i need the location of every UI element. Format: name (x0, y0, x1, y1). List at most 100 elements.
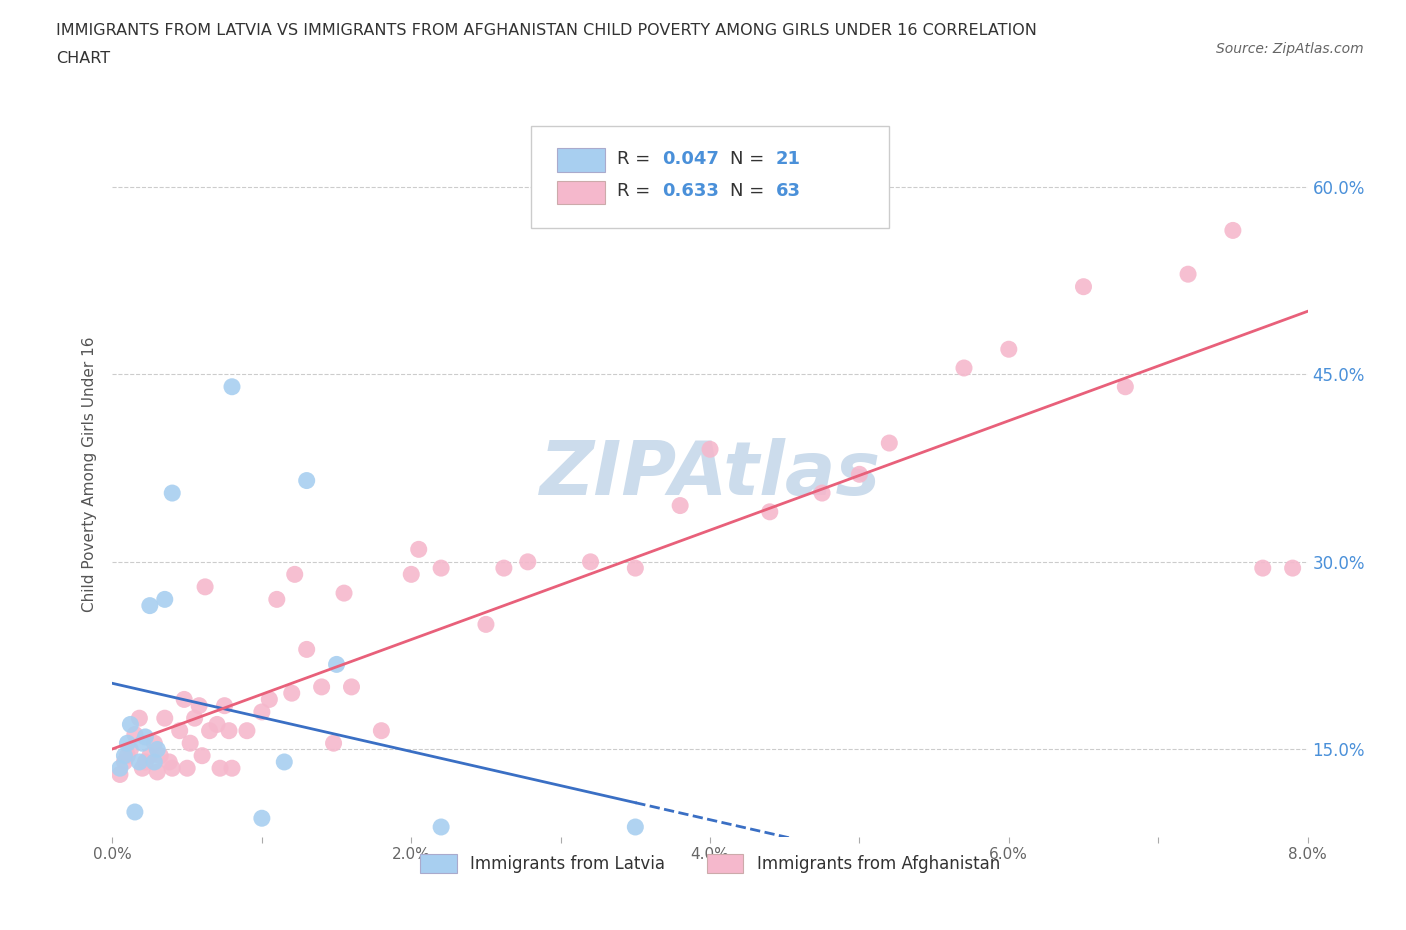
Point (811, 485, 834, 500)
Text: R =: R = (617, 150, 655, 167)
Point (209, 761, 232, 776)
Point (162, 761, 183, 776)
Point (1073, 279, 1095, 294)
Text: 63: 63 (776, 182, 801, 200)
Point (877, 435, 901, 450)
Text: CHART: CHART (56, 51, 110, 66)
Text: Source: ZipAtlas.com: Source: ZipAtlas.com (1216, 42, 1364, 56)
Point (669, 498, 692, 513)
Point (1251, 561, 1274, 576)
Point (143, 736, 166, 751)
Point (266, 591, 288, 606)
Point (117, 736, 139, 751)
Text: N =: N = (730, 150, 770, 167)
Point (124, 727, 146, 742)
Point (183, 711, 205, 725)
Point (333, 586, 356, 601)
Point (139, 598, 162, 613)
Point (1222, 223, 1244, 238)
Text: 21: 21 (776, 150, 801, 167)
Point (114, 754, 135, 769)
Text: R =: R = (617, 182, 655, 200)
Point (169, 724, 191, 738)
Point (325, 657, 347, 671)
Text: 0.047: 0.047 (662, 150, 718, 167)
Point (134, 754, 156, 769)
Point (218, 724, 240, 738)
Point (281, 685, 304, 700)
Point (311, 680, 333, 695)
Point (759, 504, 782, 519)
Point (295, 642, 318, 657)
Point (149, 749, 172, 764)
Text: N =: N = (730, 182, 770, 200)
Point (188, 698, 211, 713)
Point (146, 764, 169, 779)
Point (1177, 267, 1199, 282)
Point (273, 754, 295, 769)
Point (624, 561, 647, 576)
Point (579, 554, 602, 569)
Point (236, 724, 259, 738)
Point (492, 561, 515, 576)
Point (128, 711, 150, 725)
Point (114, 749, 135, 764)
Point (401, 567, 423, 582)
Point (157, 754, 180, 769)
Point (1114, 379, 1136, 394)
Point (128, 754, 150, 769)
Point (322, 736, 344, 751)
Point (179, 736, 201, 751)
Point (250, 811, 273, 826)
Text: 0.633: 0.633 (662, 182, 718, 200)
Point (221, 379, 243, 394)
Point (124, 804, 146, 819)
Point (998, 342, 1021, 357)
Point (117, 749, 139, 764)
Point (153, 711, 176, 725)
Point (489, 892, 512, 907)
Point (295, 473, 318, 488)
Point (1281, 561, 1303, 576)
Point (430, 819, 453, 834)
Point (259, 692, 281, 707)
Point (120, 717, 142, 732)
Point (214, 698, 236, 713)
Point (131, 736, 153, 751)
Point (953, 361, 976, 376)
Point (516, 554, 538, 569)
Legend: Immigrants from Latvia, Immigrants from Afghanistan: Immigrants from Latvia, Immigrants from … (413, 847, 1007, 880)
Point (162, 485, 183, 500)
Point (408, 542, 430, 557)
Point (475, 617, 498, 631)
Point (173, 692, 195, 707)
Point (198, 724, 221, 738)
Point (221, 761, 243, 776)
Point (143, 754, 166, 769)
Point (108, 761, 131, 776)
FancyBboxPatch shape (557, 148, 605, 172)
FancyBboxPatch shape (557, 180, 605, 205)
Y-axis label: Child Poverty Among Girls Under 16: Child Poverty Among Girls Under 16 (82, 337, 97, 612)
Point (120, 742, 142, 757)
Point (848, 467, 870, 482)
Point (624, 819, 647, 834)
Point (430, 561, 453, 576)
Point (191, 749, 214, 764)
Point (699, 442, 721, 457)
Point (370, 724, 392, 738)
Point (250, 705, 273, 720)
Text: ZIPAtlas: ZIPAtlas (540, 438, 880, 511)
Point (153, 591, 176, 606)
Text: IMMIGRANTS FROM LATVIA VS IMMIGRANTS FROM AFGHANISTAN CHILD POVERTY AMONG GIRLS : IMMIGRANTS FROM LATVIA VS IMMIGRANTS FRO… (56, 23, 1038, 38)
Point (340, 680, 363, 695)
Point (284, 567, 307, 582)
Point (146, 742, 169, 757)
FancyBboxPatch shape (531, 126, 890, 228)
Point (205, 717, 228, 732)
Point (131, 761, 153, 776)
Point (139, 749, 162, 764)
Point (176, 761, 198, 776)
Point (134, 729, 156, 744)
Point (194, 579, 217, 594)
